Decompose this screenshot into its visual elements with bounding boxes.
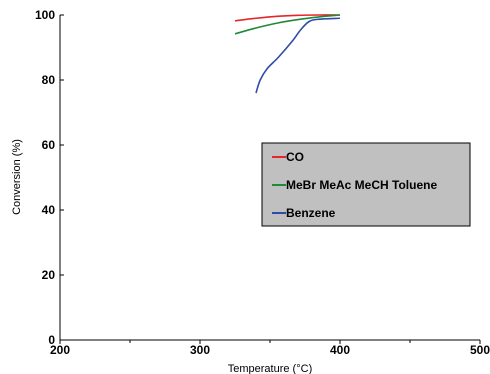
x-tick-label: 300 — [190, 343, 210, 357]
y-tick-label: 100 — [35, 8, 55, 22]
x-axis-title: Temperature (°C) — [228, 363, 312, 374]
legend: CO MeBr MeAc MeCH Toluene Benzene — [261, 142, 471, 227]
y-ticks: 0 20 40 60 80 100 — [35, 8, 64, 347]
y-tick-label: 60 — [42, 138, 56, 152]
legend-label-1: MeBr MeAc MeCH Toluene — [286, 178, 437, 192]
x-tick-label: 400 — [330, 343, 350, 357]
x-ticks: 200 300 400 500 — [50, 340, 490, 357]
series-layer — [234, 14, 341, 94]
legend-box — [261, 142, 471, 227]
legend-label-2: Benzene — [286, 206, 336, 220]
series-line-1 — [234, 14, 341, 35]
y-tick-label: 20 — [42, 268, 56, 282]
legend-label-0: CO — [286, 150, 304, 164]
series-line-0 — [234, 14, 341, 22]
y-tick-label: 40 — [42, 203, 56, 217]
y-axis-title: Conversion (%) — [11, 139, 23, 215]
y-tick-label: 0 — [48, 333, 55, 347]
y-tick-label: 80 — [42, 73, 56, 87]
x-tick-label: 500 — [470, 343, 490, 357]
series-line-2 — [255, 17, 341, 94]
x-tick-label: 200 — [50, 343, 70, 357]
